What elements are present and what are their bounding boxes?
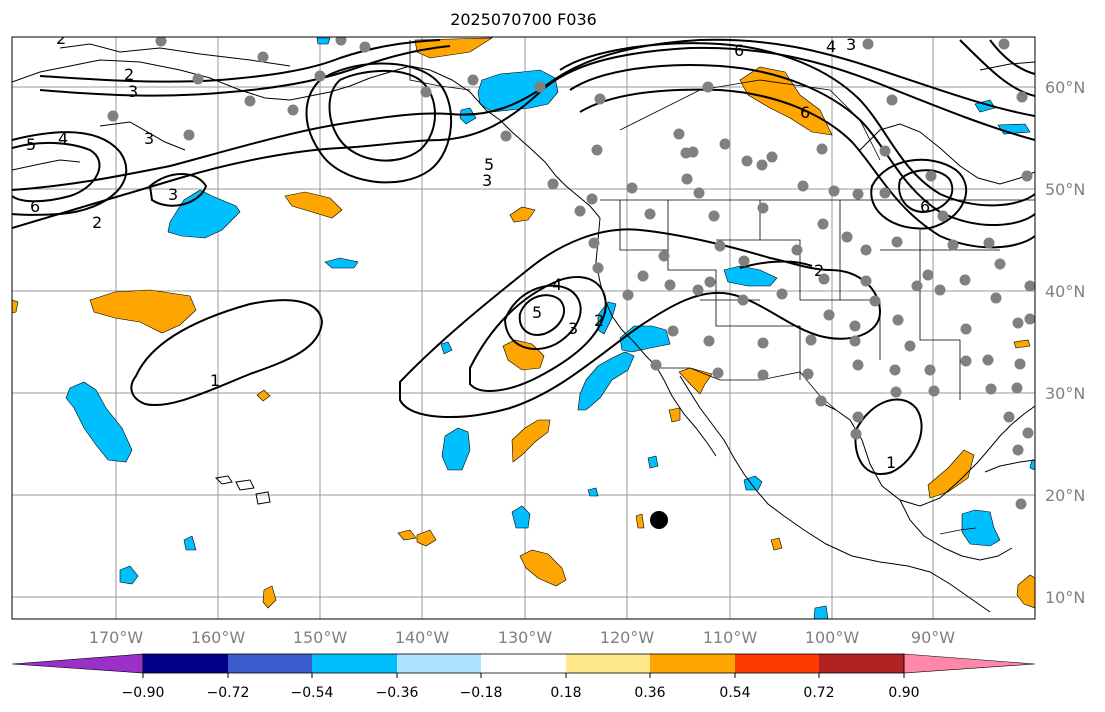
lon-label: 90°W bbox=[911, 628, 955, 647]
colorbar-tick-label: 0.90 bbox=[888, 685, 919, 701]
lon-label: 120°W bbox=[600, 628, 655, 647]
contour-label: 2 bbox=[594, 311, 604, 330]
contour-label: 6 bbox=[30, 197, 40, 216]
political-borders bbox=[409, 40, 1035, 535]
lon-label: 140°W bbox=[395, 628, 450, 647]
colorbar-tick-label: 0.36 bbox=[634, 685, 665, 701]
colorbar-segment bbox=[228, 654, 312, 673]
contour-label: 1 bbox=[210, 371, 220, 390]
colorbar-frame bbox=[142, 653, 905, 674]
contour-label: 2 bbox=[56, 29, 66, 48]
latitude-labels: 60°N 50°N 40°N 30°N 20°N 10°N bbox=[1045, 78, 1085, 607]
lat-label: 40°N bbox=[1045, 282, 1085, 301]
contour-label: 4 bbox=[826, 37, 836, 56]
colorbar-segment bbox=[819, 654, 904, 673]
contour-label: 3 bbox=[128, 82, 138, 101]
contour-label: 5 bbox=[26, 135, 36, 154]
lon-label: 100°W bbox=[805, 628, 860, 647]
colorbar-tick-label: −0.90 bbox=[122, 685, 165, 701]
lon-label: 130°W bbox=[498, 628, 553, 647]
colorbar-tick-label: −0.72 bbox=[207, 685, 250, 701]
storm-center-marker bbox=[650, 511, 668, 529]
longitude-labels: 170°W 160°W 150°W 140°W 130°W 120°W 110°… bbox=[89, 628, 955, 647]
lat-label: 30°N bbox=[1045, 384, 1085, 403]
lat-label: 10°N bbox=[1045, 588, 1085, 607]
contour-label: 4 bbox=[58, 129, 68, 148]
contour-label: 3 bbox=[568, 319, 578, 338]
contour-label: 5 bbox=[484, 155, 494, 174]
colorbar-segment bbox=[11, 653, 144, 674]
lat-label: 50°N bbox=[1045, 180, 1085, 199]
lon-label: 150°W bbox=[293, 628, 348, 647]
map-panel: 2 3 5 4 6 2 3 6 4 3 6 5 3 3 2 1 4 5 3 2 … bbox=[12, 29, 1035, 619]
lon-label: 110°W bbox=[703, 628, 758, 647]
lon-label: 160°W bbox=[191, 628, 246, 647]
contour-label: 2 bbox=[124, 65, 134, 84]
map-title: 2025070700 F036 bbox=[450, 10, 597, 29]
contour-label: 1 bbox=[886, 453, 896, 472]
contour-label: 2 bbox=[92, 213, 102, 232]
colorbar-segment bbox=[650, 654, 735, 673]
colorbar-segment bbox=[566, 654, 650, 673]
colorbar-segment bbox=[903, 653, 1036, 674]
map-frame bbox=[11, 36, 1036, 620]
colorbar-segment bbox=[397, 654, 481, 673]
contour-labels: 2 3 5 4 6 2 3 6 4 3 6 5 3 3 2 1 4 5 3 2 … bbox=[26, 29, 930, 472]
colorbar-segment bbox=[312, 654, 397, 673]
colorbar-tick-label: 0.54 bbox=[719, 685, 750, 701]
colorbar-tick-label: 0.72 bbox=[803, 685, 834, 701]
contour-label: 5 bbox=[532, 303, 542, 322]
contour-label: 6 bbox=[734, 41, 744, 60]
colorbar-tick-label: −0.36 bbox=[376, 685, 419, 701]
colorbar-tick-label: −0.54 bbox=[291, 685, 334, 701]
contour-label: 3 bbox=[144, 129, 154, 148]
contour-lines bbox=[12, 38, 1035, 475]
colorbar: −0.90 −0.72 −0.54 −0.36 −0.18 0.18 0.36 … bbox=[11, 653, 1036, 701]
contour-label: 6 bbox=[800, 103, 810, 122]
colorbar-segment bbox=[481, 654, 566, 673]
contour-label: 2 bbox=[814, 261, 824, 280]
colorbar-ticks bbox=[142, 673, 905, 678]
station-dots bbox=[107, 37, 1035, 510]
colorbar-segment bbox=[735, 654, 819, 673]
negative-anomaly-fills bbox=[65, 37, 1035, 619]
positive-anomaly-fills bbox=[12, 37, 1035, 609]
colorbar-segment bbox=[143, 654, 228, 673]
lat-label: 20°N bbox=[1045, 486, 1085, 505]
contour-label: 3 bbox=[846, 35, 856, 54]
contour-label: 3 bbox=[482, 171, 492, 190]
colorbar-tick-label: −0.18 bbox=[460, 685, 503, 701]
colorbar-tick-label: 0.18 bbox=[550, 685, 581, 701]
contour-label: 4 bbox=[552, 275, 562, 294]
contour-label: 3 bbox=[168, 185, 178, 204]
contour-label: 6 bbox=[920, 197, 930, 216]
lat-label: 60°N bbox=[1045, 78, 1085, 97]
lon-label: 170°W bbox=[89, 628, 144, 647]
